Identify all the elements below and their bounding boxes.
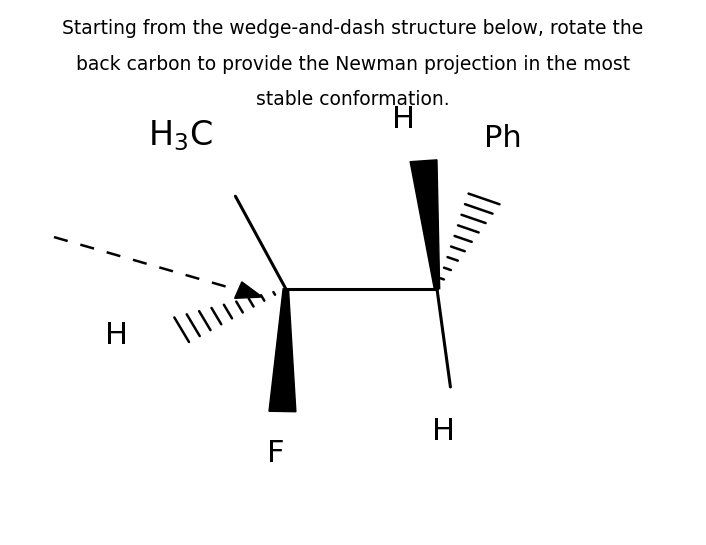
- Text: Starting from the wedge-and-dash structure below, rotate the: Starting from the wedge-and-dash structu…: [62, 19, 644, 38]
- Text: Ph: Ph: [484, 124, 522, 153]
- Polygon shape: [234, 282, 263, 298]
- Polygon shape: [410, 160, 440, 289]
- Text: H: H: [105, 320, 128, 350]
- Text: H: H: [432, 417, 455, 446]
- Text: stable conformation.: stable conformation.: [256, 90, 450, 109]
- Polygon shape: [269, 289, 296, 411]
- Text: $\mathregular{H_3C}$: $\mathregular{H_3C}$: [148, 118, 213, 153]
- Text: H: H: [392, 105, 415, 134]
- Text: F: F: [267, 439, 285, 468]
- Text: back carbon to provide the Newman projection in the most: back carbon to provide the Newman projec…: [76, 54, 630, 74]
